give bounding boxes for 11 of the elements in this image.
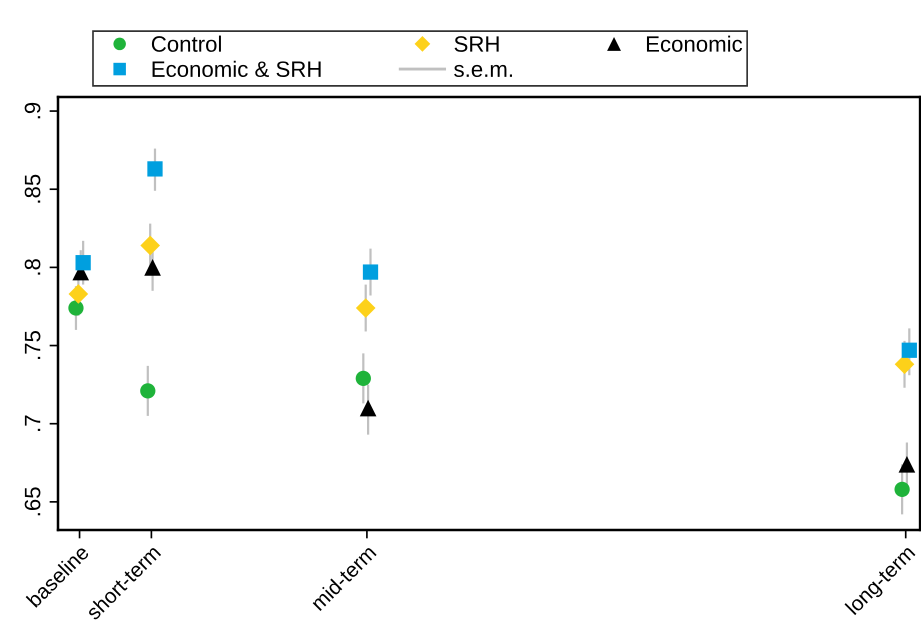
legend-label: Economic & SRH	[152, 60, 321, 78]
y-tick-label: .8	[24, 259, 40, 275]
y-tick-label: .9	[24, 102, 40, 118]
legend-label: Economic	[646, 36, 742, 52]
legend-label: Control	[152, 36, 221, 52]
y-tick-label: .65	[24, 487, 40, 516]
text: s.e.m.	[454, 64, 512, 78]
y-tick-label: .75	[24, 331, 40, 359]
y-tick-label: .7	[24, 416, 40, 431]
legend-label: SRH	[454, 36, 499, 52]
y-tick-label: .85	[24, 174, 40, 203]
